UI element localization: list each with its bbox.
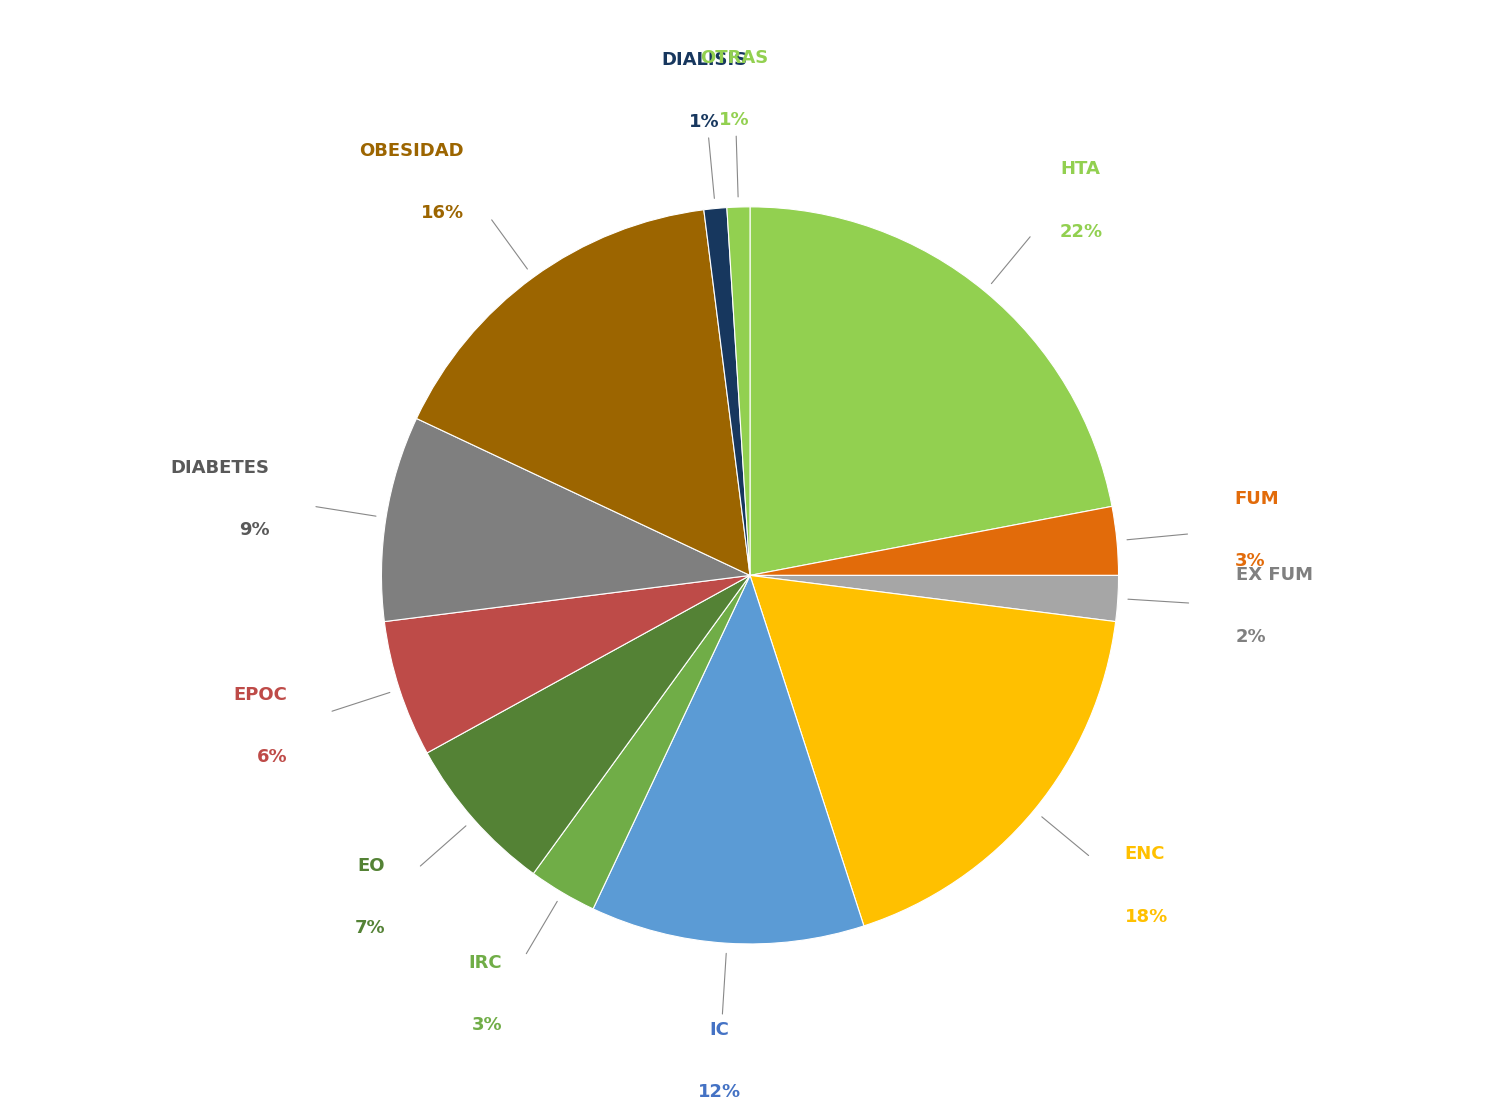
Wedge shape	[750, 576, 1116, 925]
Text: DIALISIS: DIALISIS	[662, 51, 747, 69]
Text: IC: IC	[710, 1021, 729, 1038]
Wedge shape	[381, 418, 750, 622]
Text: EO: EO	[357, 857, 386, 875]
Text: OBESIDAD: OBESIDAD	[360, 142, 464, 159]
Wedge shape	[750, 506, 1119, 576]
Wedge shape	[728, 207, 750, 576]
Wedge shape	[750, 576, 1119, 622]
Wedge shape	[704, 208, 750, 576]
Wedge shape	[417, 209, 750, 576]
Text: DIABETES: DIABETES	[171, 459, 270, 477]
Wedge shape	[592, 576, 864, 944]
Text: ENC: ENC	[1125, 846, 1166, 863]
Text: 2%: 2%	[1236, 628, 1266, 646]
Text: FUM: FUM	[1234, 489, 1280, 507]
Text: 9%: 9%	[238, 521, 270, 539]
Text: OTRAS: OTRAS	[700, 49, 770, 68]
Text: 16%: 16%	[422, 204, 464, 221]
Text: 3%: 3%	[471, 1016, 502, 1034]
Text: 3%: 3%	[1234, 551, 1264, 570]
Wedge shape	[534, 576, 750, 909]
Wedge shape	[384, 576, 750, 753]
Text: 1%: 1%	[720, 112, 750, 130]
Text: HTA: HTA	[1060, 161, 1100, 178]
Text: 22%: 22%	[1060, 223, 1102, 240]
Text: 1%: 1%	[688, 113, 720, 132]
Text: 7%: 7%	[354, 919, 386, 938]
Text: 6%: 6%	[256, 748, 288, 766]
Text: EPOC: EPOC	[234, 685, 288, 704]
Text: IRC: IRC	[468, 954, 502, 972]
Wedge shape	[427, 576, 750, 873]
Text: EX FUM: EX FUM	[1236, 566, 1312, 583]
Wedge shape	[750, 207, 1112, 576]
Text: 18%: 18%	[1125, 908, 1168, 925]
Text: 12%: 12%	[698, 1083, 741, 1101]
